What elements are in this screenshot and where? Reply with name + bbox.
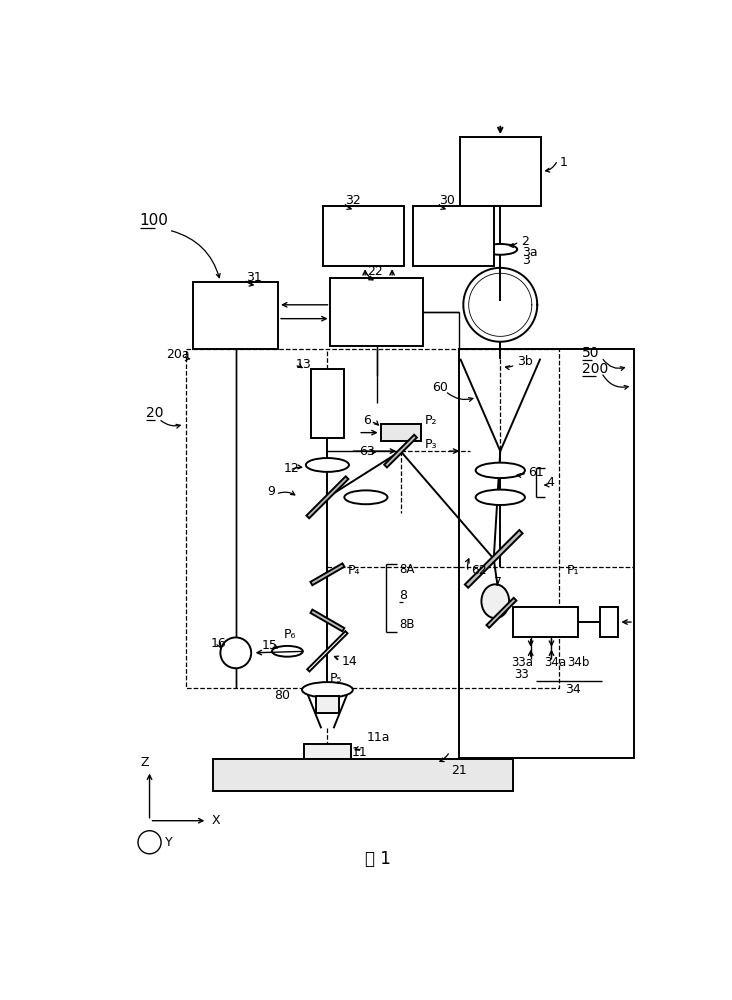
Text: 20: 20	[146, 406, 163, 420]
Bar	[413, 206, 493, 266]
Text: 2: 2	[520, 235, 529, 248]
Text: 11a: 11a	[367, 731, 390, 744]
Polygon shape	[307, 631, 348, 671]
Text: P₂: P₂	[425, 414, 437, 427]
Text: 33: 33	[515, 668, 529, 681]
Text: 30: 30	[439, 194, 455, 207]
Text: 8A: 8A	[399, 563, 414, 576]
Text: 80: 80	[274, 689, 291, 702]
Text: 61: 61	[529, 466, 544, 479]
Text: 15: 15	[261, 639, 277, 652]
Text: 图 1: 图 1	[365, 850, 391, 868]
Bar	[213, 759, 513, 791]
Text: Y: Y	[165, 836, 173, 849]
Bar	[186, 349, 559, 688]
Text: 8B: 8B	[399, 618, 414, 631]
Circle shape	[220, 637, 251, 668]
Text: 13: 13	[296, 358, 312, 371]
Polygon shape	[310, 563, 344, 585]
Bar	[323, 206, 403, 266]
Ellipse shape	[272, 646, 303, 657]
Text: 11: 11	[351, 746, 367, 759]
Text: 32: 32	[345, 194, 361, 207]
Text: 62: 62	[471, 564, 486, 577]
Ellipse shape	[344, 490, 387, 504]
Text: P₄: P₄	[348, 564, 360, 577]
Text: 34b: 34b	[567, 656, 590, 669]
Text: Z: Z	[141, 756, 149, 769]
Ellipse shape	[476, 463, 525, 478]
Text: 200: 200	[582, 362, 608, 376]
Text: 33a: 33a	[512, 656, 534, 669]
Ellipse shape	[476, 490, 525, 505]
Polygon shape	[307, 476, 348, 518]
Bar	[513, 607, 578, 637]
Text: 3: 3	[522, 254, 530, 267]
Polygon shape	[384, 435, 417, 467]
Bar	[600, 607, 619, 637]
Text: 14: 14	[341, 655, 357, 668]
Text: 7: 7	[493, 576, 501, 588]
Text: 12: 12	[283, 462, 299, 475]
Text: 6: 6	[363, 414, 370, 427]
Text: 60: 60	[432, 381, 448, 394]
Text: 1: 1	[559, 156, 567, 169]
Text: P₁: P₁	[567, 564, 580, 577]
Text: 20a: 20a	[166, 348, 190, 361]
Text: 3a: 3a	[522, 246, 538, 259]
Text: P₆: P₆	[283, 628, 296, 641]
Text: P₃: P₃	[425, 438, 437, 451]
Bar	[381, 424, 421, 441]
Polygon shape	[487, 598, 516, 628]
Text: 63: 63	[359, 445, 375, 458]
Text: P₅: P₅	[329, 672, 343, 685]
Text: 9: 9	[267, 485, 275, 498]
Text: 4: 4	[547, 476, 555, 489]
Text: 34: 34	[565, 683, 581, 696]
Bar	[459, 349, 634, 758]
Bar	[330, 278, 423, 346]
Bar	[305, 744, 351, 759]
Polygon shape	[310, 610, 344, 631]
Text: 3b: 3b	[517, 355, 533, 368]
Circle shape	[138, 831, 161, 854]
Text: 34a: 34a	[545, 656, 567, 669]
Text: 100: 100	[140, 213, 168, 228]
Text: 31: 31	[246, 271, 261, 284]
Bar	[316, 696, 339, 713]
Text: 8: 8	[399, 589, 407, 602]
Ellipse shape	[302, 682, 353, 698]
Bar	[193, 282, 278, 349]
Text: 50: 50	[582, 346, 600, 360]
Ellipse shape	[482, 584, 509, 618]
Text: X: X	[211, 814, 220, 827]
Text: 16: 16	[210, 637, 226, 650]
Ellipse shape	[483, 244, 518, 255]
Ellipse shape	[306, 458, 349, 472]
Polygon shape	[465, 530, 523, 588]
Text: 22: 22	[367, 265, 383, 278]
Text: 21: 21	[452, 764, 467, 777]
Bar	[460, 137, 541, 206]
Bar	[311, 369, 343, 438]
